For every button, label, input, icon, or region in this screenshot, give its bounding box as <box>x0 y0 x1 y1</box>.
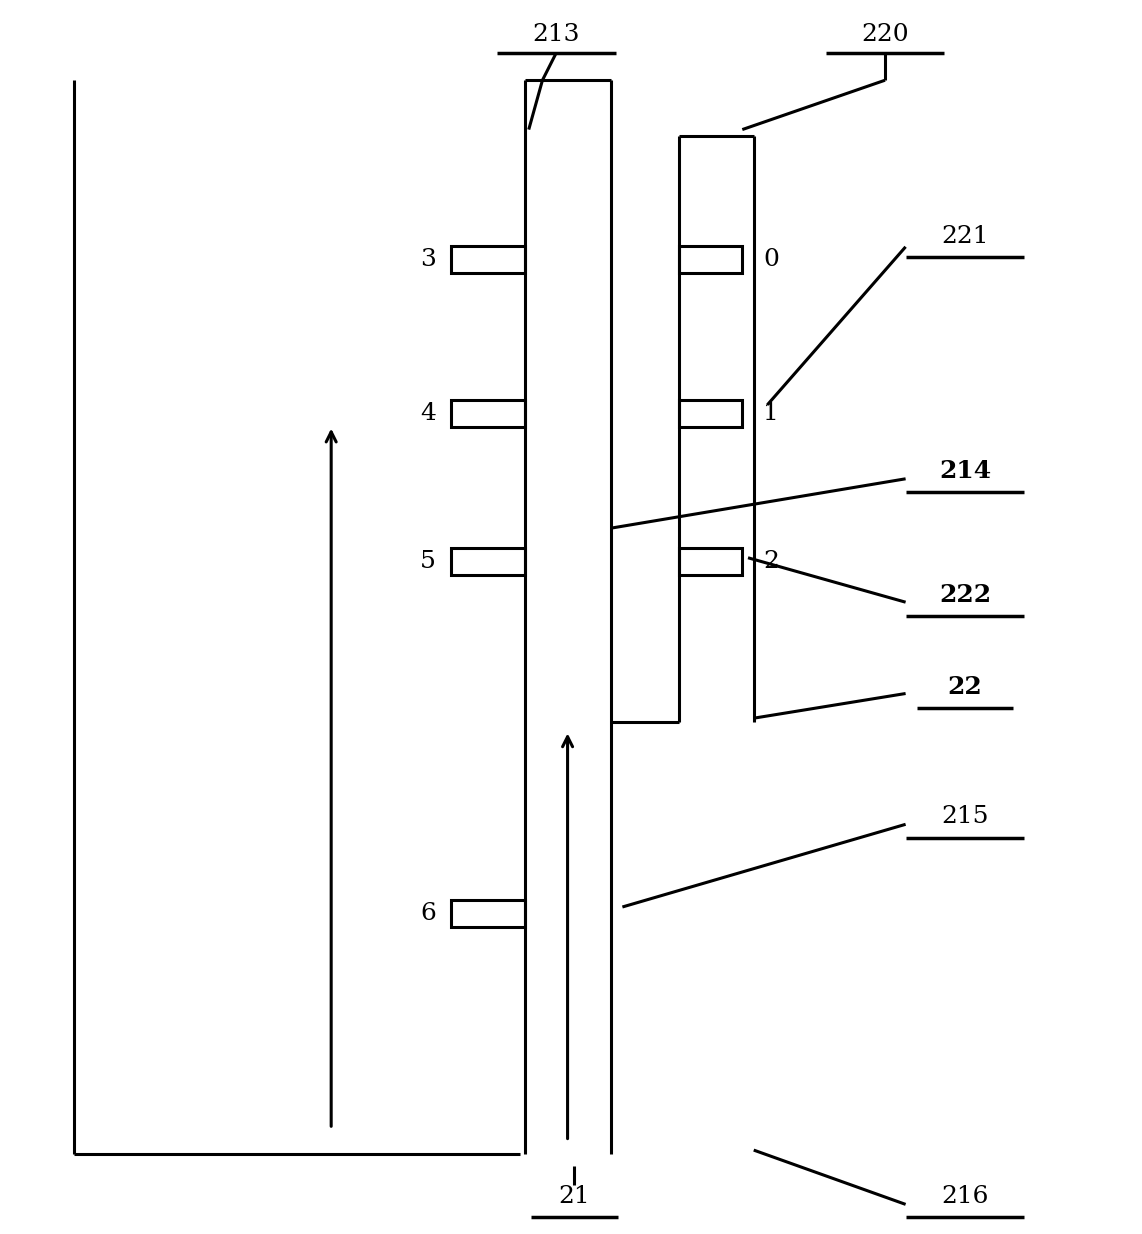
Text: 220: 220 <box>861 23 909 46</box>
Text: 4: 4 <box>420 402 436 424</box>
Text: 3: 3 <box>420 248 436 270</box>
Text: 213: 213 <box>532 23 580 46</box>
Bar <box>679 548 742 575</box>
Text: 221: 221 <box>941 226 989 248</box>
Bar <box>451 548 525 575</box>
Text: 214: 214 <box>939 459 991 484</box>
Text: 22: 22 <box>948 675 982 700</box>
Text: 215: 215 <box>941 806 989 828</box>
Bar <box>451 900 525 927</box>
Bar <box>451 400 525 427</box>
Text: 1: 1 <box>763 402 779 424</box>
Bar <box>451 246 525 273</box>
Bar <box>679 400 742 427</box>
Text: 2: 2 <box>763 550 779 573</box>
Text: 5: 5 <box>420 550 436 573</box>
Bar <box>679 246 742 273</box>
Text: 222: 222 <box>939 582 991 607</box>
Text: 6: 6 <box>420 902 436 924</box>
Text: 216: 216 <box>941 1186 989 1208</box>
Text: 0: 0 <box>763 248 779 270</box>
Text: 21: 21 <box>558 1186 590 1208</box>
